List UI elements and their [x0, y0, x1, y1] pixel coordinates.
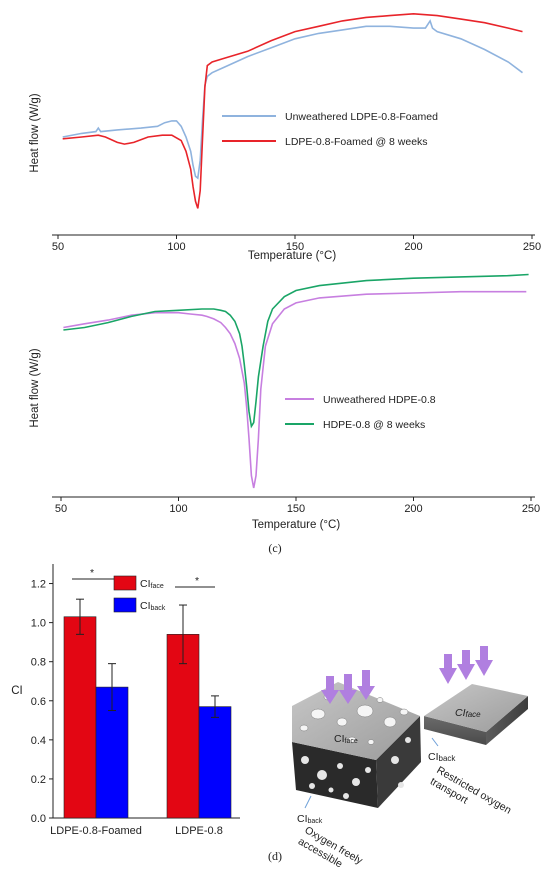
solid-slab-front — [424, 716, 486, 745]
solid-slab-top — [424, 684, 528, 732]
ldpe-dsc-chart: 50 100 150 200 250 Temperature (°C) Heat flo… — [29, 12, 541, 262]
x-category-label: LDPE-0.8-Foamed — [50, 825, 142, 837]
y-tick-label: 1.2 — [31, 579, 46, 591]
legend-label-series-1: Unweathered LDPE-0.8-Foamed — [285, 111, 438, 123]
x-tick-label: 100 — [167, 241, 185, 253]
ciback-pointer — [304, 795, 312, 809]
legend-label-ciface: CIface — [140, 578, 164, 590]
x-tick-label: 200 — [404, 241, 422, 253]
significance-marker: * — [90, 567, 94, 579]
bar-ciface-2 — [166, 634, 200, 819]
legend: Unweathered HDPE-0.8 HDPE-0.8 @ 8 weeks — [285, 394, 436, 431]
y-axis-label: CI — [11, 685, 23, 697]
solid-slab-side — [486, 696, 528, 745]
caption-oxygen-freely: Oxygen freely accessible — [296, 824, 367, 876]
x-tick-label: 150 — [286, 241, 304, 253]
foamed-sample-diagram: CIface CIback Oxygen freely accessible — [292, 670, 421, 876]
hdpe-dsc-chart: 50 100 150 200 250 Temperature (°C) Heat flo… — [29, 273, 540, 531]
x-tick-label: 200 — [404, 503, 422, 515]
significance-bracket-1: * — [72, 567, 116, 580]
legend-label-series-1: Unweathered HDPE-0.8 — [323, 394, 436, 406]
series-line-1 — [62, 19, 523, 180]
caption-restricted-oxygen: Restricted oxygen transport — [428, 764, 516, 829]
y-tick-label: 0.4 — [31, 735, 46, 747]
y-axis-label: Heat flow (W/g) — [29, 93, 41, 172]
foamed-slab-front — [292, 742, 378, 808]
solid-sample-diagram: CIface CIback Restricted oxygen transpor… — [424, 646, 528, 829]
legend-label-ciback: CIback — [140, 600, 166, 612]
ciface-label: CIface — [455, 707, 481, 719]
x-tick-label: 50 — [55, 503, 67, 515]
x-axis-label: Temperature (°C) — [252, 519, 340, 531]
panel-label-c: (c) — [268, 541, 281, 555]
series-line-2 — [62, 12, 523, 209]
ciface-label: CIface — [334, 733, 358, 745]
legend-label-series-2: LDPE-0.8-Foamed @ 8 weeks — [285, 136, 428, 148]
y-axis-label: Heat flow (W/g) — [29, 348, 41, 427]
series-line-2 — [63, 273, 529, 429]
y-tick-label: 0.6 — [31, 696, 46, 708]
x-tick-label: 50 — [52, 241, 64, 253]
y-tick-label: 1.0 — [31, 618, 46, 630]
x-tick-label: 150 — [287, 503, 305, 515]
legend: Unweathered LDPE-0.8-Foamed LDPE-0.8-Foa… — [222, 111, 438, 148]
ciback-pointer — [431, 737, 439, 747]
legend-swatch-ciface — [113, 575, 137, 591]
ciback-label: CIback — [428, 751, 456, 763]
series-line-1 — [63, 290, 527, 489]
y-tick-label: 0.2 — [31, 774, 46, 786]
significance-bracket-2: * — [175, 575, 215, 588]
panel-label-d: (d) — [268, 849, 282, 863]
foamed-slab-top — [292, 682, 420, 760]
bar-ciback-2 — [198, 706, 232, 819]
front-pores — [301, 737, 411, 799]
oxygen-arrows — [321, 670, 375, 704]
x-tick-label: 250 — [522, 503, 540, 515]
x-axis-label: Temperature (°C) — [248, 250, 336, 262]
x-tick-label: 100 — [169, 503, 187, 515]
y-tick-label: 0.8 — [31, 657, 46, 669]
significance-marker: * — [195, 575, 199, 587]
x-tick-label: 250 — [523, 241, 541, 253]
x-category-label: LDPE-0.8 — [175, 825, 223, 837]
y-tick-label: 0.0 — [31, 813, 46, 825]
legend-label-series-2: HDPE-0.8 @ 8 weeks — [323, 419, 425, 431]
bar-ciface-1 — [63, 616, 97, 819]
legend-swatch-ciback — [113, 597, 137, 613]
oxygen-arrows — [439, 646, 493, 684]
legend: CIface CIback — [113, 575, 166, 613]
ci-bar-chart: 0.0 0.2 0.4 0.6 0.8 1.0 1.2 LDPE-0.8-Foamed LDP… — [11, 564, 240, 837]
ciback-label: CIback — [297, 813, 323, 825]
